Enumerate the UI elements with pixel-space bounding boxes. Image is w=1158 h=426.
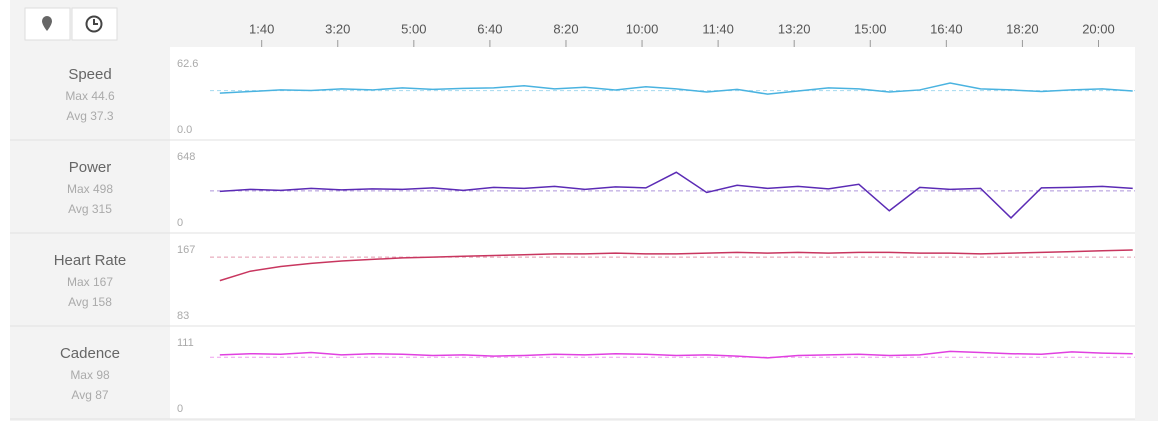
x-tick-label: 13:20	[778, 21, 811, 36]
y-tick-label: 111	[177, 337, 194, 349]
avg-label: Avg 37.3	[66, 109, 113, 123]
x-tick-label: 10:00	[626, 21, 659, 36]
row-title: Speed	[68, 66, 111, 83]
data-line	[219, 249, 1133, 282]
x-tick-label: 18:20	[1006, 21, 1039, 36]
x-tick-label: 15:00	[854, 21, 887, 36]
data-line	[219, 171, 1133, 219]
x-tick-label: 11:40	[702, 21, 734, 36]
avg-label: Avg 158	[68, 295, 112, 309]
x-tick-label: 16:40	[930, 21, 963, 36]
y-tick-label: 648	[177, 151, 195, 163]
row-title: Heart Rate	[54, 252, 127, 269]
pin-icon	[42, 16, 52, 31]
avg-label: Avg 315	[68, 202, 112, 216]
clock-icon	[85, 15, 103, 33]
x-tick-label: 3:20	[325, 21, 350, 36]
y-tick-label: 83	[177, 310, 189, 322]
y-tick-label: 0.0	[177, 124, 192, 136]
max-label: Max 498	[67, 182, 113, 196]
y-tick-label: 0	[177, 217, 183, 229]
y-tick-label: 62.6	[177, 58, 198, 70]
clock-hands	[93, 19, 98, 25]
max-label: Max 98	[70, 368, 110, 382]
data-line	[219, 82, 1133, 95]
row-title: Cadence	[60, 345, 120, 362]
map-button[interactable]	[24, 7, 71, 41]
max-label: Max 167	[67, 275, 113, 289]
y-tick-label: 167	[177, 244, 195, 256]
y-tick-label: 0	[177, 403, 183, 415]
row-title: Power	[69, 159, 112, 176]
x-tick-label: 1:40	[249, 21, 274, 36]
x-tick-label: 5:00	[401, 21, 426, 36]
avg-label: Avg 87	[71, 388, 108, 402]
x-tick-label: 20:00	[1082, 21, 1115, 36]
x-tick-label: 6:40	[477, 21, 502, 36]
x-tick-label: 8:20	[553, 21, 578, 36]
max-label: Max 44.6	[65, 89, 115, 103]
data-line	[219, 350, 1133, 359]
